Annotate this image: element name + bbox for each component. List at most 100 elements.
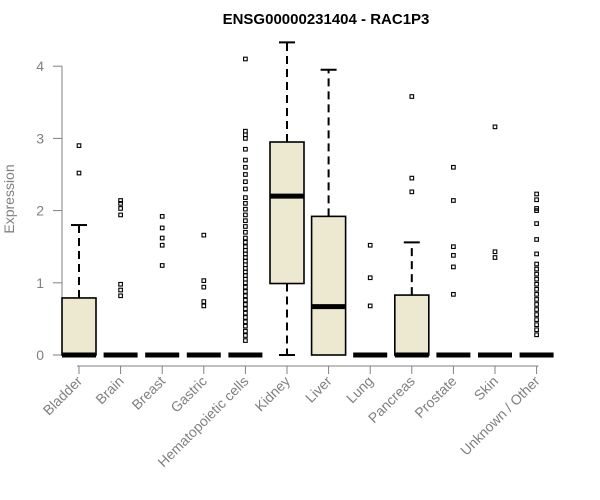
outlier-point [534,221,539,226]
outlier-point [243,319,248,325]
outlier-point [409,175,415,181]
outlier-point [534,251,539,257]
box-body [61,297,97,356]
box-4 [186,232,221,358]
outlier-point [534,327,539,333]
box-body [310,215,347,356]
box-10 [436,164,471,358]
outlier-point [243,212,248,218]
outlier-point [201,284,207,290]
outlier-point [243,179,248,185]
x-tick-label: Brain [92,373,126,407]
outlier-point [243,172,248,177]
outlier-point [534,197,539,203]
x-tick-label: Lung [343,373,376,406]
outlier-point [243,157,248,163]
outlier-point [243,251,248,257]
outlier-point [492,249,498,255]
outlier-point [243,229,248,235]
outlier-point [243,315,248,320]
x-tick-label: Unknown / Other [457,373,543,459]
outlier-point [492,124,498,130]
outlier-point [534,271,539,277]
outlier-point [534,317,539,322]
outlier-point [243,195,248,200]
outlier-point [243,240,248,245]
outlier-point [243,273,248,278]
outlier-point [243,258,248,264]
outlier-point [201,303,207,309]
outlier-point [118,206,123,211]
outlier-point [243,164,248,170]
outlier-point [367,303,373,309]
outlier-point [201,299,207,304]
box-7 [310,68,347,356]
y-tick-label: 1 [36,275,44,291]
x-tick-label: Skin [471,373,502,404]
outlier-point [534,191,539,197]
y-tick-label: 3 [36,130,44,146]
box-8 [353,242,388,358]
outlier-point [243,128,248,134]
box-body [393,294,430,356]
outlier-point [159,225,165,231]
outlier-point [118,201,123,206]
outlier-point [243,302,248,307]
outlier-point [243,266,248,271]
outlier-point [243,280,248,286]
outlier-point [451,264,456,270]
outlier-point [243,284,248,290]
x-tick-label: Breast [128,373,168,413]
box-body [269,141,305,285]
y-axis-label: Expression [1,164,17,233]
outlier-point [534,312,539,317]
outlier-point [243,310,248,316]
outlier-point [534,276,539,282]
outlier-point [118,212,123,218]
box-6 [269,41,305,356]
box-11 [478,124,512,358]
outlier-point [534,297,539,302]
outlier-point [118,293,123,299]
outlier-point [492,255,498,260]
outlier-point [243,328,248,334]
outlier-point [534,281,539,287]
box-2 [103,198,138,358]
outlier-point [201,232,207,238]
chart-title: ENSG00000231404 - RAC1P3 [223,11,430,28]
outlier-point [534,332,539,338]
outlier-point [243,206,248,212]
box-1 [61,143,97,358]
outlier-point [534,302,539,307]
outlier-point [243,218,248,224]
boxes-group [61,41,554,358]
outlier-point [201,278,207,283]
outlier-point [159,242,165,248]
x-tick-label: Kidney [252,373,294,415]
outlier-point [451,292,456,297]
box-12 [519,191,554,358]
outlier-point [159,214,165,219]
outlier-point [243,338,248,343]
y-tick-label: 0 [36,347,44,363]
outlier-point [409,189,415,195]
outlier-point [243,56,248,62]
outlier-point [534,292,539,297]
outlier-point [243,146,248,152]
outlier-point [409,94,415,99]
x-tick-label: Bladder [40,373,86,419]
outlier-point [534,261,539,267]
outlier-point [534,286,539,292]
outlier-point [243,297,248,303]
outlier-point [159,235,165,241]
outlier-point [243,289,248,294]
outlier-point [243,293,248,299]
outlier-point [451,198,456,203]
outlier-point [534,206,539,211]
outlier-point [159,263,165,268]
outlier-point [243,276,248,282]
outlier-point [243,186,248,192]
box-3 [145,214,180,358]
